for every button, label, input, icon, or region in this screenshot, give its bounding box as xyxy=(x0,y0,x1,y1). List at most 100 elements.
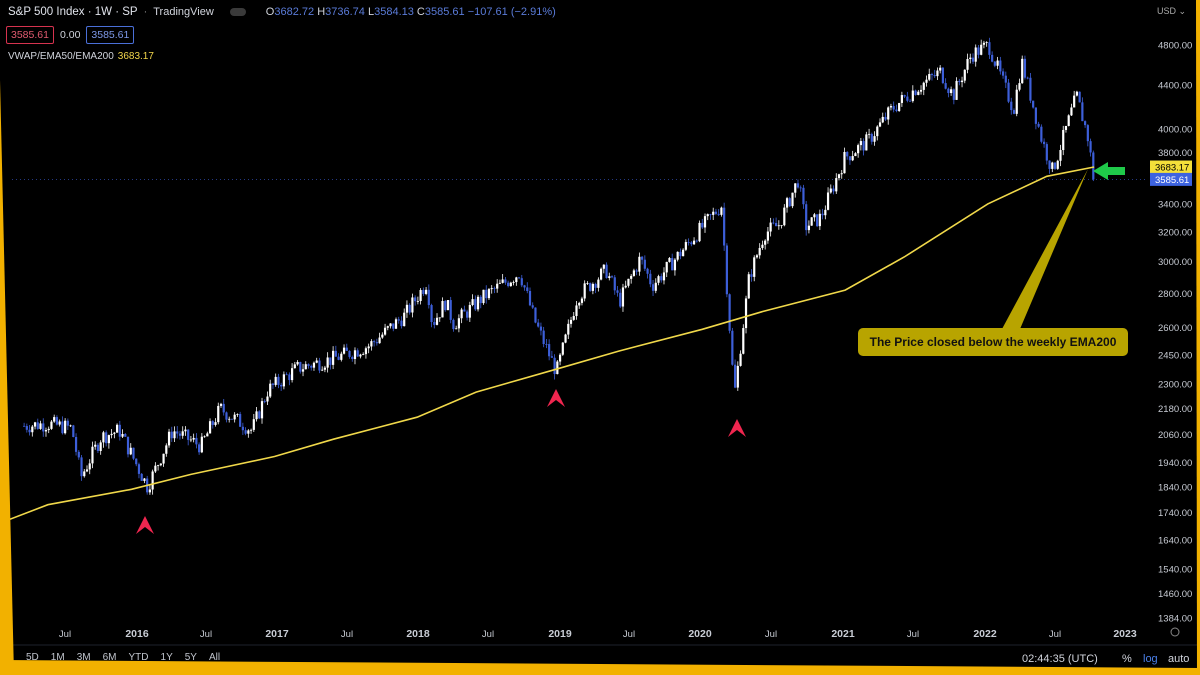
candle-body xyxy=(69,425,72,427)
candle-body xyxy=(310,365,313,368)
timeframe-button-5y[interactable]: 5Y xyxy=(184,652,197,663)
candle-body xyxy=(53,417,56,422)
sell-button[interactable]: 3585.61 xyxy=(6,26,54,44)
candle-body xyxy=(74,437,78,452)
candle-body xyxy=(534,307,537,323)
candle-body xyxy=(249,429,253,431)
time-tick-label: 2016 xyxy=(125,628,149,640)
candle-body xyxy=(416,300,419,302)
candle-body xyxy=(638,256,641,272)
candle-body xyxy=(873,136,876,142)
percent-scale-toggle[interactable]: % xyxy=(1122,653,1132,665)
price-tick-label: 2180.00 xyxy=(1158,404,1192,415)
candle-body xyxy=(321,369,324,371)
candle-body xyxy=(936,70,939,77)
candle-body xyxy=(764,240,767,245)
candle-body xyxy=(731,330,734,365)
auto-scale-toggle[interactable]: auto xyxy=(1168,653,1190,665)
candle-body xyxy=(61,421,64,434)
timeframe-button-3m[interactable]: 3M xyxy=(76,652,91,663)
time-tick-label: 2022 xyxy=(973,628,997,640)
candle-body xyxy=(512,282,515,283)
candle-body xyxy=(400,320,403,327)
last-price-tag xyxy=(1150,172,1192,186)
candle-body xyxy=(971,57,975,62)
candle-body xyxy=(288,374,291,381)
candle-body xyxy=(651,284,655,291)
candle-body xyxy=(282,374,285,387)
frame-bottom xyxy=(0,660,1200,675)
candle-body xyxy=(627,278,630,286)
candle-body xyxy=(733,364,737,388)
ema-price-tag xyxy=(1150,160,1192,174)
candle-body xyxy=(865,134,868,151)
candle-body xyxy=(1092,152,1095,180)
candle-body xyxy=(509,282,512,287)
indicator-legend[interactable]: VWAP/EMA50/EMA200 3683.17 xyxy=(8,51,154,62)
candle-body xyxy=(958,80,961,83)
log-scale-toggle[interactable]: log xyxy=(1143,653,1158,665)
candle-body xyxy=(654,282,657,291)
timeframe-button-5d[interactable]: 5D xyxy=(26,652,39,663)
candle-body xyxy=(892,106,895,110)
timeframe-button-ytd[interactable]: YTD xyxy=(128,652,149,663)
candle-body xyxy=(466,311,469,318)
currency-label[interactable]: USD ⌄ xyxy=(1157,6,1187,16)
candle-body xyxy=(1018,83,1021,90)
candle-body xyxy=(1012,110,1016,114)
candle-body xyxy=(444,300,447,311)
timeframe-button-6m[interactable]: 6M xyxy=(102,652,117,663)
candle-body xyxy=(591,283,594,291)
candle-body xyxy=(878,122,882,127)
symbol-title[interactable]: S&P 500 Index · 1W · SP xyxy=(8,6,138,18)
candle-body xyxy=(1034,107,1037,124)
utc-clock[interactable]: 02:44:35 (UTC) xyxy=(1022,653,1098,665)
candle-body xyxy=(33,422,37,427)
candle-body xyxy=(597,279,600,288)
candle-body xyxy=(424,289,428,294)
timeframe-bar: 5D 1M 3M 6M YTD 1Y 5Y All xyxy=(26,652,220,663)
candle-body xyxy=(351,356,354,360)
buy-button[interactable]: 3585.61 xyxy=(86,26,135,44)
candle-body xyxy=(198,444,201,453)
time-tick-label: Jul xyxy=(623,629,635,640)
candle-body xyxy=(556,361,559,375)
candle-body xyxy=(799,187,802,189)
candle-body xyxy=(857,145,860,154)
candle-body xyxy=(542,330,545,345)
candle-body xyxy=(561,342,564,355)
candle-body xyxy=(919,89,923,92)
candle-body xyxy=(113,432,116,434)
candle-body xyxy=(474,299,477,310)
candle-body xyxy=(966,59,969,70)
price-tick-label: 3800.00 xyxy=(1158,148,1192,159)
candle-body xyxy=(643,259,646,269)
candle-body xyxy=(397,319,400,321)
candle-body xyxy=(996,60,999,66)
timeframe-button-1m[interactable]: 1M xyxy=(50,652,65,663)
candle-body xyxy=(1037,123,1040,127)
candle-body xyxy=(405,304,409,313)
candle-body xyxy=(115,424,119,433)
candle-body xyxy=(930,74,934,76)
candle-body xyxy=(367,346,370,349)
candle-body xyxy=(572,316,575,320)
candle-body xyxy=(332,350,335,365)
candle-body xyxy=(583,283,586,299)
candle-body xyxy=(632,270,636,276)
timeframe-button-1y[interactable]: 1Y xyxy=(160,652,173,663)
candle-body xyxy=(96,444,100,451)
candle-body xyxy=(217,405,220,423)
candle-body xyxy=(616,290,619,293)
candle-body xyxy=(586,283,589,284)
price-tick-label: 2800.00 xyxy=(1158,289,1192,300)
candle-body xyxy=(323,367,327,370)
timeframe-button-all[interactable]: All xyxy=(208,652,221,663)
candle-body xyxy=(950,89,953,94)
candle-body xyxy=(862,141,865,151)
visibility-toggle-icon[interactable] xyxy=(229,8,246,16)
candle-body xyxy=(739,353,742,366)
candle-body xyxy=(908,100,912,102)
candle-body xyxy=(974,47,977,62)
